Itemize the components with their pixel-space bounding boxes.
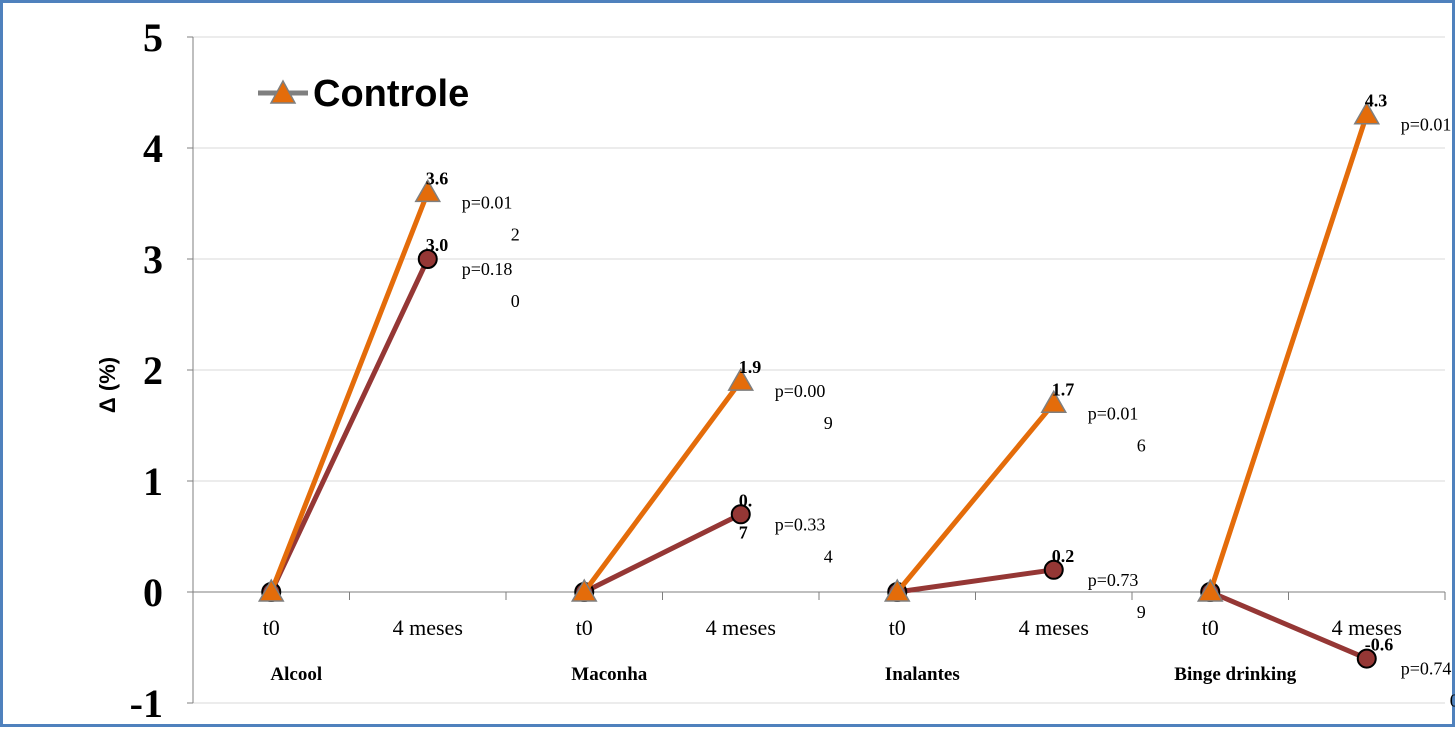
value-label-intervencao: -0.6	[1365, 635, 1394, 655]
p-value-label: p=0.33	[775, 514, 826, 534]
y-tick-label: 3	[143, 237, 163, 282]
group-label: Inalantes	[885, 664, 960, 685]
series-line-controle	[1207, 112, 1370, 595]
y-tick-label: 0	[143, 570, 163, 615]
point-controle	[414, 178, 442, 203]
series-layer	[257, 101, 1381, 669]
p-value-label: p=0.73	[1088, 570, 1139, 590]
legend-label-controle: Controle	[313, 73, 469, 115]
series-line-controle	[894, 400, 1057, 595]
axis-layer: 5 4 3 2 1 0 -1 t0 4 meses Alcool t0 4 meses Maconha t…	[130, 15, 1446, 726]
p-value-label-cont: 6	[1137, 435, 1146, 455]
series-line-intervencao	[268, 256, 431, 595]
value-label-controle: 3.6	[426, 168, 449, 188]
x-tick-label: t0	[263, 615, 280, 640]
p-value-label-cont: 0	[511, 291, 520, 311]
grid-layer	[193, 36, 1445, 704]
x-tick-label: t0	[889, 615, 906, 640]
y-axis-title: Δ (%)	[95, 357, 120, 413]
label-layer: 3.6 p=0.01 2 3.0 p=0.18 0 1.9 p=0.00 9 0. 7 p=0.33 4…	[426, 91, 1455, 711]
value-label-controle: 1.9	[739, 357, 762, 377]
value-label-intervencao-cont: 7	[739, 522, 748, 542]
point-intervencao	[1043, 559, 1064, 580]
point-controle	[257, 578, 285, 602]
point-intervencao	[1356, 648, 1377, 669]
x-tick-label: 4 meses	[706, 615, 776, 640]
p-value-label-cont: 2	[511, 224, 520, 244]
y-tick-label: 5	[143, 15, 163, 60]
group-label: Binge drinking	[1174, 664, 1296, 685]
series-line-controle	[268, 189, 431, 595]
p-value-label: p=0.74	[1401, 659, 1452, 679]
p-value-label: p=0.01	[462, 192, 513, 212]
value-label-controle: 4.3	[1365, 91, 1388, 111]
y-tick-label: 1	[143, 459, 163, 504]
x-tick-label: 4 meses	[1019, 615, 1089, 640]
point-controle	[1196, 578, 1224, 602]
series-line-intervencao	[1207, 589, 1370, 662]
group-label: Maconha	[571, 664, 648, 685]
value-label-controle: 1.7	[1052, 379, 1075, 399]
x-tick-label: t0	[576, 615, 593, 640]
p-value-label-cont: 0	[1450, 691, 1455, 711]
p-value-label: p=0.01	[1401, 115, 1452, 135]
y-tick-label: -1	[130, 681, 163, 726]
point-controle	[1040, 389, 1068, 414]
group-label: Alcool	[270, 664, 322, 685]
legend-triangle-marker	[269, 79, 297, 104]
line-chart: 5 4 3 2 1 0 -1 t0 4 meses Alcool t0 4 meses Maconha t…	[95, 15, 1455, 726]
series-line-intervencao	[894, 567, 1057, 595]
series-line-controle	[581, 378, 744, 595]
value-label-intervencao: 0.	[739, 490, 753, 510]
x-tick-label: t0	[1202, 615, 1219, 640]
point-controle	[1353, 101, 1381, 125]
series-line-intervencao	[581, 511, 744, 595]
point-intervencao	[417, 249, 438, 269]
y-tick-label: 4	[143, 126, 163, 171]
point-controle	[883, 578, 911, 602]
y-tick-label: 2	[143, 348, 163, 393]
p-value-label: p=0.18	[462, 259, 513, 279]
p-value-label-cont: 9	[824, 413, 833, 433]
legend: Controle	[258, 73, 469, 115]
point-intervencao	[730, 504, 751, 525]
point-controle	[727, 367, 755, 391]
value-label-intervencao: 0.2	[1052, 546, 1075, 566]
x-tick-label: 4 meses	[393, 615, 463, 640]
point-controle	[570, 578, 598, 602]
p-value-label: p=0.00	[775, 381, 826, 401]
p-value-label: p=0.01	[1088, 403, 1139, 423]
p-value-label-cont: 4	[824, 546, 833, 566]
value-label-intervencao: 3.0	[426, 235, 449, 255]
p-value-label-cont: 9	[1137, 602, 1146, 622]
x-tick-label: 4 meses	[1332, 615, 1402, 640]
